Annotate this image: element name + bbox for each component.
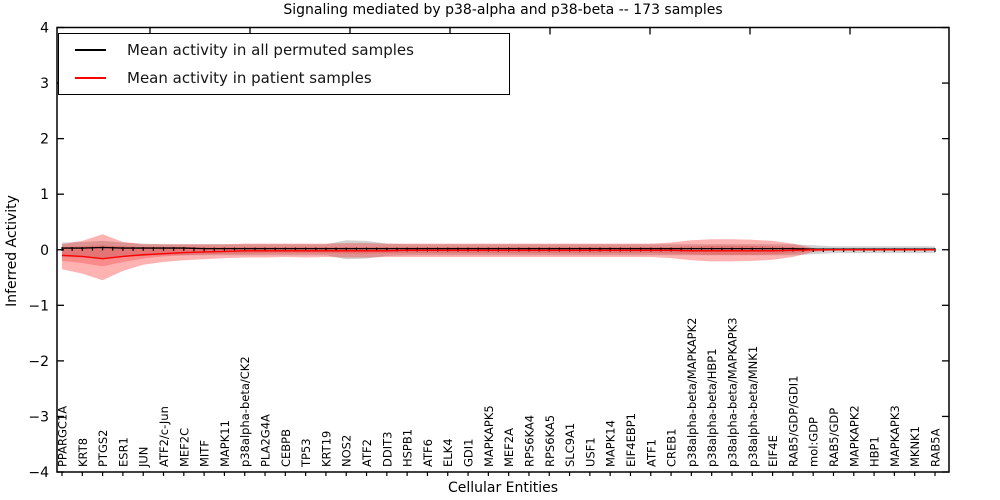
x-category-label: USF1 xyxy=(583,437,597,467)
x-category-label: MAPK14 xyxy=(604,420,618,467)
patient-spread-outer-band xyxy=(62,234,935,281)
x-category-label: KRT19 xyxy=(319,431,333,467)
x-category-label: KRT8 xyxy=(76,438,90,467)
y-tick-label: 3 xyxy=(40,76,49,92)
legend-item-patient: Mean activity in patient samples xyxy=(59,65,509,91)
x-category-label: DDIT3 xyxy=(380,432,394,467)
y-tick-label: −1 xyxy=(28,298,49,314)
x-category-label: ESR1 xyxy=(116,437,130,467)
x-category-label: p38alpha-beta/HBP1 xyxy=(705,348,719,467)
x-category-label: MAPKAPK2 xyxy=(847,405,861,467)
x-category-label: HSPB1 xyxy=(401,429,415,467)
x-category-label: ATF6 xyxy=(421,439,435,467)
legend-item-permuted: Mean activity in all permuted samples xyxy=(59,37,509,63)
legend-label-patient: Mean activity in patient samples xyxy=(127,68,372,87)
x-axis-label: Cellular Entities xyxy=(447,480,559,496)
x-category-label: RAB5/GDP/GDI1 xyxy=(786,375,800,467)
x-category-label: PLA2G4A xyxy=(259,414,273,467)
y-tick-label: −3 xyxy=(28,409,49,425)
x-category-label: EIF4E xyxy=(766,435,780,467)
y-tick-label: −4 xyxy=(28,465,49,481)
y-axis-label: Inferred Activity xyxy=(4,195,20,307)
x-category-label: MAPK11 xyxy=(218,420,232,467)
x-category-label: ATF2 xyxy=(360,439,374,467)
x-category-label: MAPKAPK5 xyxy=(482,405,496,467)
x-category-label: JUN xyxy=(137,447,151,468)
x-category-label: p38alpha-beta/MAPKAPK3 xyxy=(725,318,739,468)
x-category-label: PPARGC1A xyxy=(56,406,70,467)
permuted-line-swatch xyxy=(75,49,106,52)
y-tick-label: −2 xyxy=(28,354,49,370)
x-category-label: p38alpha-beta/MNK1 xyxy=(746,346,760,467)
x-category-label: ELK4 xyxy=(441,438,455,467)
x-category-label: EIF4EBP1 xyxy=(624,413,638,467)
patient-line-swatch xyxy=(75,76,106,79)
x-category-label: PTGS2 xyxy=(96,430,110,468)
x-category-label: MAPKAPK3 xyxy=(888,405,902,467)
x-category-label: CREB1 xyxy=(665,429,679,468)
x-category-label: p38alpha-beta/CK2 xyxy=(238,356,252,467)
x-category-label: RAB5A xyxy=(929,428,943,467)
x-category-label: ATF2/c-Jun xyxy=(157,406,171,467)
x-category-label: ATF1 xyxy=(644,439,658,467)
x-category-label: MITF xyxy=(198,440,212,467)
x-category-label: RAB5/GDP xyxy=(827,408,841,467)
x-category-label: TP53 xyxy=(299,438,313,468)
y-tick-label: 1 xyxy=(40,187,49,203)
x-category-label: RPS6KA4 xyxy=(522,415,536,467)
legend-label-permuted: Mean activity in all permuted samples xyxy=(127,41,414,60)
y-tick-label: 4 xyxy=(40,21,49,37)
x-category-label: SLC9A1 xyxy=(563,423,577,467)
x-category-label: GDI1 xyxy=(462,439,476,467)
x-category-label: HBP1 xyxy=(868,436,882,467)
x-category-label: CEBPB xyxy=(279,429,293,467)
x-category-label: RPS6KA5 xyxy=(543,415,557,467)
x-category-label: MEF2A xyxy=(502,428,516,467)
y-tick-label: 0 xyxy=(40,243,49,259)
x-category-label: MKNK1 xyxy=(908,426,922,467)
x-category-label: mol:GDP xyxy=(807,417,821,467)
legend: Mean activity in all permuted samples Me… xyxy=(58,33,510,95)
patient-mean-line xyxy=(61,249,935,260)
y-tick-label: 2 xyxy=(40,132,49,148)
x-category-label: MEF2C xyxy=(177,428,191,467)
chart-title: Signaling mediated by p38-alpha and p38-… xyxy=(283,2,723,18)
x-category-label: NOS2 xyxy=(340,435,354,467)
x-category-label: p38alpha-beta/MAPKAPK2 xyxy=(685,318,699,468)
